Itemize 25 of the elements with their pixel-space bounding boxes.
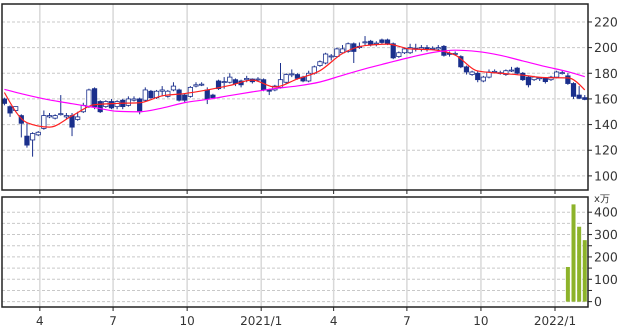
bar (582, 240, 587, 302)
line-series (4, 44, 586, 128)
y-tick-label: 120 (594, 142, 618, 158)
y-tick-label: 200 (594, 249, 618, 264)
y-tick-label: 200 (594, 40, 618, 56)
y-tick-label: 400 (594, 204, 618, 220)
x-tick-label: 7 (403, 314, 411, 327)
x-tick-label: 10 (179, 314, 195, 327)
x-tick-label: 4 (330, 314, 338, 327)
y-tick-label: 180 (594, 66, 618, 81)
y-tick-label: 100 (594, 168, 618, 184)
y-tick-label: 100 (594, 272, 618, 287)
x-tick-label: 2022/1 (534, 314, 576, 327)
x-tick-label: 2021/1 (240, 314, 282, 327)
y-tick-label: 0 (594, 294, 602, 310)
y-axis-title: x万 (594, 194, 610, 205)
y-tick-label: 140 (594, 117, 618, 132)
x-tick-label: 7 (109, 314, 117, 327)
x-tick-label: 4 (36, 314, 44, 327)
candlestick (58, 94, 64, 116)
y-tick-label: 300 (594, 227, 618, 242)
x-tick-label: 10 (473, 314, 489, 327)
line-series (4, 50, 586, 112)
y-tick-label: 160 (594, 91, 618, 106)
y-tick-label: 220 (594, 14, 618, 30)
